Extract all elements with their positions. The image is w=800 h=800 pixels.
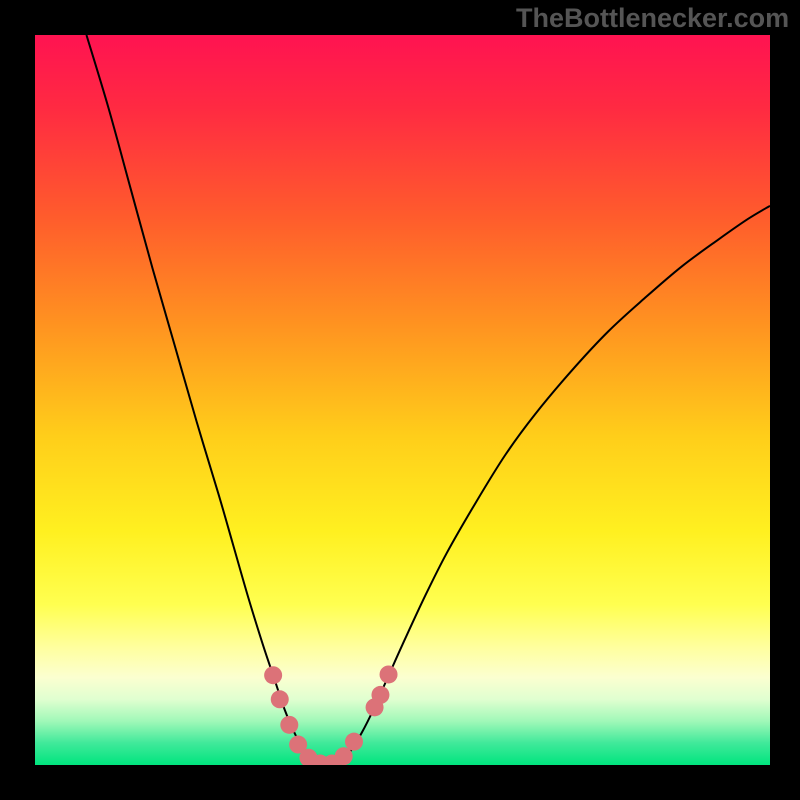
data-marker bbox=[380, 665, 398, 683]
chart-frame: TheBottlenecker.com bbox=[0, 0, 800, 800]
data-marker bbox=[271, 690, 289, 708]
bottleneck-curve bbox=[35, 35, 770, 765]
curve-path bbox=[86, 35, 770, 765]
plot-area bbox=[35, 35, 770, 765]
data-marker bbox=[264, 666, 282, 684]
watermark-text: TheBottlenecker.com bbox=[516, 3, 789, 34]
data-marker bbox=[335, 747, 353, 765]
data-marker bbox=[280, 716, 298, 734]
data-marker bbox=[345, 733, 363, 751]
data-marker bbox=[371, 686, 389, 704]
